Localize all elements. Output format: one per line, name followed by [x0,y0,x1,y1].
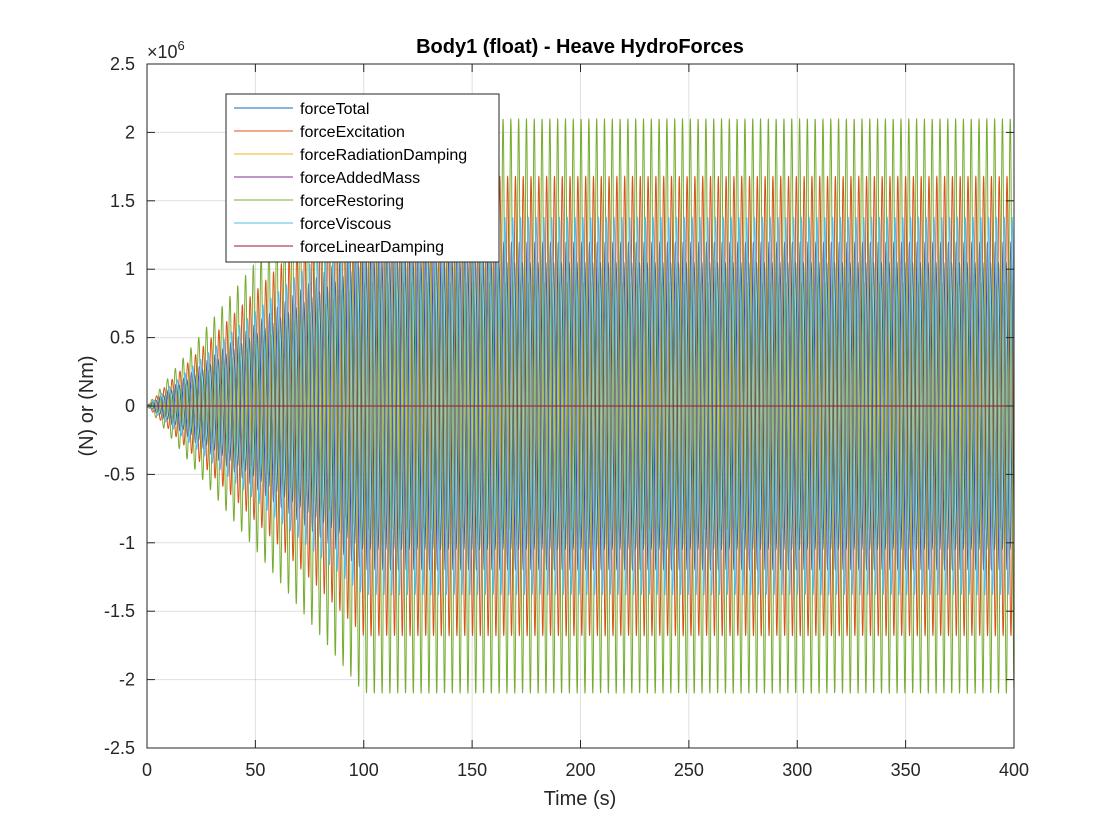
legend-label-forceTotal: forceTotal [300,101,369,118]
legend-label-forceAddedMass: forceAddedMass [300,170,420,187]
y-tick-label: -1.5 [104,601,135,621]
y-tick-label: -1 [119,533,135,553]
x-tick-labels: 0 50 100 150 200 250 300 350 400 [142,760,1029,780]
y-tick-label: 2.5 [110,54,135,74]
x-tick-label: 150 [457,760,487,780]
y-tick-label: -0.5 [104,464,135,484]
y-tick-label: 0 [125,396,135,416]
x-axis-label: Time (s) [544,788,617,810]
y-tick-labels: -2.5 -2 -1.5 -1 -0.5 0 0.5 1 1.5 2 2.5 [104,54,135,758]
x-tick-label: 250 [674,760,704,780]
legend-box [225,93,500,263]
legend: forceTotal forceExcitation forceRadiationD… [225,93,500,263]
y-tick-label: 0.5 [110,328,135,348]
series-line-forceAddedMass [146,241,1015,571]
y-axis-label: (N) or (Nm) [76,355,98,456]
x-tick-label: 100 [349,760,379,780]
tick-marks [146,63,1015,749]
y-exponent-label: ×106 [147,38,185,62]
legend-label-forceExcitation: forceExcitation [300,124,405,141]
legend-label-forceRestoring: forceRestoring [300,193,404,210]
x-tick-label: 0 [142,760,152,780]
x-tick-label: 400 [999,760,1029,780]
x-tick-label: 350 [891,760,921,780]
y-tick-label: -2 [119,670,135,690]
x-tick-label: 200 [565,760,595,780]
legend-label-forceRadiationDamping: forceRadiationDamping [300,147,467,164]
y-tick-label: 1 [125,259,135,279]
legend-label-forceLinearDamping: forceLinearDamping [300,239,444,256]
y-tick-label: 2 [125,122,135,142]
legend-label-forceViscous: forceViscous [300,216,391,233]
chart-title: Body1 (float) - Heave HydroForces [416,36,744,58]
x-tick-label: 50 [245,760,265,780]
y-tick-label: -2.5 [104,738,135,758]
x-tick-label: 300 [782,760,812,780]
y-tick-label: 1.5 [110,191,135,211]
series-line-forceViscous [146,216,1015,596]
